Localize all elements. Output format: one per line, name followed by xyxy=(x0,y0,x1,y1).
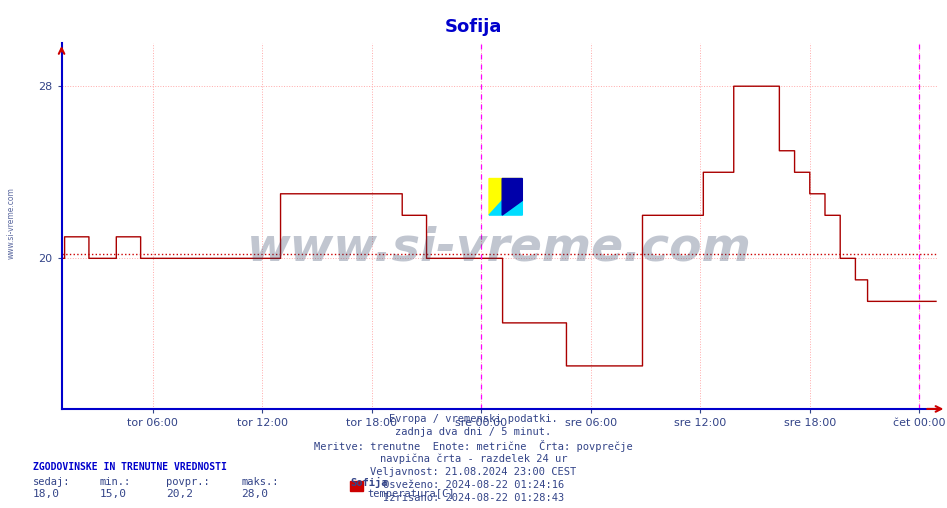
Text: ZGODOVINSKE IN TRENUTNE VREDNOSTI: ZGODOVINSKE IN TRENUTNE VREDNOSTI xyxy=(33,462,227,472)
Text: Sofija: Sofija xyxy=(350,477,388,488)
Text: Evropa / vremenski podatki.: Evropa / vremenski podatki. xyxy=(389,414,558,424)
Text: www.si-vreme.com: www.si-vreme.com xyxy=(247,226,752,270)
Text: Osveženo: 2024-08-22 01:24:16: Osveženo: 2024-08-22 01:24:16 xyxy=(383,480,564,490)
Text: 20,2: 20,2 xyxy=(166,489,193,499)
Polygon shape xyxy=(502,178,523,215)
Polygon shape xyxy=(489,178,523,215)
Text: navpična črta - razdelek 24 ur: navpična črta - razdelek 24 ur xyxy=(380,454,567,464)
Text: Izrisano: 2024-08-22 01:28:43: Izrisano: 2024-08-22 01:28:43 xyxy=(383,493,564,503)
Text: 28,0: 28,0 xyxy=(241,489,269,499)
Text: povpr.:: povpr.: xyxy=(166,477,209,487)
Text: maks.:: maks.: xyxy=(241,477,279,487)
Text: www.si-vreme.com: www.si-vreme.com xyxy=(7,187,16,260)
Text: min.:: min.: xyxy=(99,477,131,487)
Text: 15,0: 15,0 xyxy=(99,489,127,499)
Polygon shape xyxy=(489,178,523,215)
Text: temperatura[C]: temperatura[C] xyxy=(367,489,455,499)
Text: Meritve: trenutne  Enote: metrične  Črta: povprečje: Meritve: trenutne Enote: metrične Črta: … xyxy=(314,440,633,453)
Text: Veljavnost: 21.08.2024 23:00 CEST: Veljavnost: 21.08.2024 23:00 CEST xyxy=(370,467,577,477)
Text: sedaj:: sedaj: xyxy=(33,477,71,487)
Text: Sofija: Sofija xyxy=(445,18,502,36)
Text: zadnja dva dni / 5 minut.: zadnja dva dni / 5 minut. xyxy=(396,427,551,437)
Text: 18,0: 18,0 xyxy=(33,489,61,499)
